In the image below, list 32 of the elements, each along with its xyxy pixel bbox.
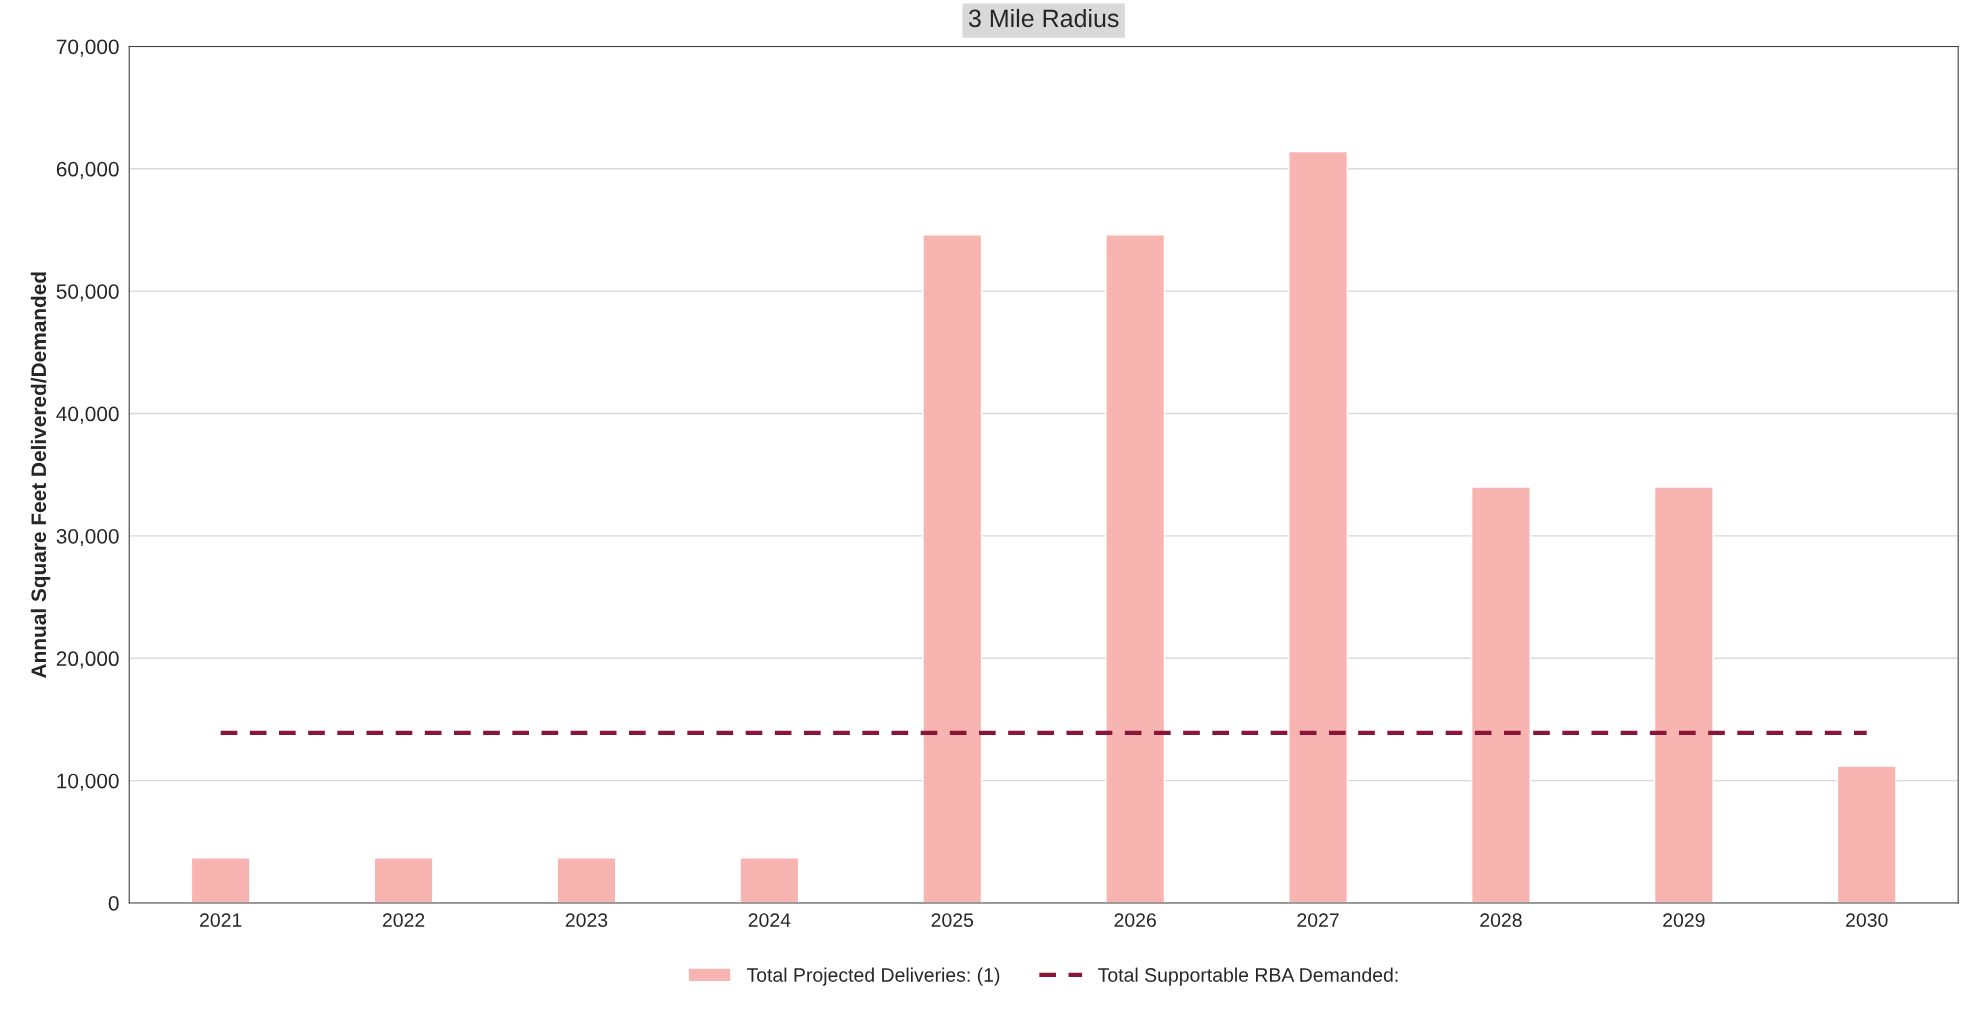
x-tick-label: 2030	[1846, 913, 1888, 927]
y-tick-label: 70,000	[56, 39, 119, 57]
bar	[1288, 150, 1349, 903]
legend-label: Total Supportable RBA Demanded:	[1098, 967, 1398, 986]
bar	[1470, 486, 1531, 903]
x-tick-label: 2024	[748, 913, 791, 927]
y-tick-label: 60,000	[56, 161, 119, 180]
x-tick-label: 2028	[1480, 913, 1522, 927]
legend-label: Total Projected Deliveries: (1)	[746, 967, 1000, 986]
bar	[190, 857, 251, 903]
y-tick-label: 20,000	[56, 651, 119, 669]
x-tick-label: 2027	[1297, 913, 1339, 927]
x-tick-label: 2021	[200, 913, 242, 927]
bar	[1836, 765, 1897, 903]
y-tick-label: 40,000	[56, 406, 119, 424]
chart-title: 3 Mile Radius	[968, 8, 1119, 28]
x-tick-label: 2026	[1114, 913, 1156, 927]
bar	[922, 234, 983, 903]
x-tick-label: 2023	[565, 913, 608, 927]
y-tick-label: 30,000	[56, 528, 119, 547]
y-tick-label: 10,000	[57, 773, 119, 791]
y-axis-title: Annual Square Feet Delivered/Demanded	[30, 272, 51, 678]
x-tick-label: 2022	[382, 913, 425, 927]
bar	[1653, 486, 1714, 903]
bar	[1105, 234, 1166, 903]
bar	[739, 857, 800, 903]
y-tick-label: 0	[108, 896, 119, 911]
x-tick-label: 2029	[1663, 913, 1705, 927]
bar	[556, 857, 617, 903]
y-tick-label: 50,000	[56, 284, 119, 302]
bar	[373, 857, 434, 903]
x-tick-label: 2025	[931, 913, 974, 927]
